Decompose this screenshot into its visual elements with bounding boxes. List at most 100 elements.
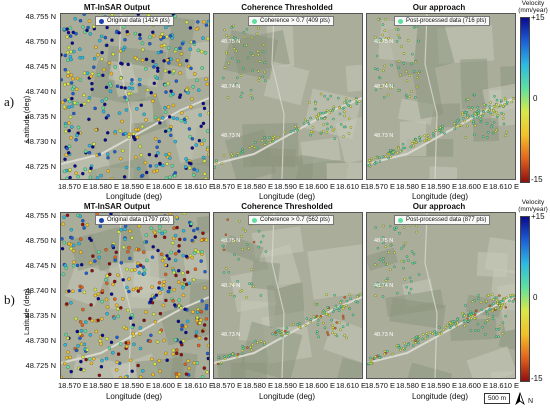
colorbar-title-a: Velocity (mm/year) <box>518 0 548 14</box>
x-tick: 18.600 E <box>304 381 336 390</box>
x-tick: 18.600 E <box>457 182 489 191</box>
x-tick: 18.580 E <box>242 381 274 390</box>
x-tick: 18.570 E <box>57 381 89 390</box>
row-label-a: a) <box>4 94 15 109</box>
x-tick: 18.600 E <box>457 381 489 390</box>
y-tick: 48.725 N <box>25 162 56 171</box>
x-axis-label: Longitude (deg) <box>411 392 469 401</box>
legend-dot-icon <box>99 18 104 24</box>
x-axis-label: Longitude (deg) <box>411 192 469 201</box>
inner-tick: 48.75 N <box>374 39 394 45</box>
y-tick: 48.745 N <box>25 62 56 71</box>
colorbar-max-label: +15 <box>531 212 545 221</box>
map-panel-mtinsar-b <box>60 212 210 379</box>
colorbar-title-line2: (mm/year) <box>518 206 548 213</box>
inner-tick: 48.73 N <box>221 133 241 139</box>
colorbar-mid-label: 0 <box>533 293 538 302</box>
colorbar-a <box>520 17 530 183</box>
x-tick: 18.610 E <box>183 381 215 390</box>
x-axis-label: Longitude (deg) <box>105 192 163 201</box>
y-tick: 48.745 N <box>25 261 56 270</box>
map-svg <box>214 213 362 378</box>
x-tick: 18.610 E <box>335 182 367 191</box>
north-arrow-svg <box>515 391 525 406</box>
y-tick: 48.755 N <box>25 211 56 220</box>
panel-title-coherence-a: Coherence Thresholded <box>241 3 333 12</box>
y-tick: 48.755 N <box>25 12 56 21</box>
map-panel-coherence-b <box>213 212 363 379</box>
scale-bar: 500 m <box>484 393 510 404</box>
x-tick: 18.590 E <box>120 182 152 191</box>
x-tick: 18.600 E <box>151 381 183 390</box>
legend-dot-icon <box>398 217 403 223</box>
legend-coherence-a: Coherence > 0.7 (409 pts) <box>248 16 334 26</box>
inner-tick: 48.73 N <box>374 133 394 139</box>
north-label: N <box>528 398 534 405</box>
map-svg <box>367 213 515 378</box>
legend-text: Coherence > 0.7 (562 pts) <box>260 217 330 223</box>
y-tick: 48.725 N <box>25 361 56 370</box>
x-tick: 18.580 E <box>88 182 120 191</box>
map-svg <box>61 213 209 378</box>
colorbar-title-b: Velocity (mm/year) <box>518 199 548 213</box>
legend-coherence-b: Coherence > 0.7 (562 pts) <box>248 215 334 225</box>
map-panel-coherence-a <box>213 13 363 180</box>
map-panel-approach-b <box>366 212 516 379</box>
legend-text: Coherence > 0.7 (409 pts) <box>260 18 330 24</box>
x-axis-label: Longitude (deg) <box>258 192 316 201</box>
map-svg <box>61 14 209 179</box>
legend-dot-icon <box>99 217 104 223</box>
colorbar-title-line2: (mm/year) <box>518 7 548 14</box>
colorbar-title-line1: Velocity <box>521 0 545 7</box>
y-tick: 48.735 N <box>25 112 56 121</box>
y-tick: 48.750 N <box>25 37 56 46</box>
colorbar-min-label: -15 <box>531 374 543 383</box>
x-tick: 18.570 E <box>364 182 396 191</box>
north-arrow-icon <box>513 391 527 406</box>
legend-dot-icon <box>252 217 257 223</box>
x-tick: 18.590 E <box>120 381 152 390</box>
y-tick: 48.735 N <box>25 311 56 320</box>
x-tick: 18.570 E <box>211 182 243 191</box>
inner-tick: 48.74 N <box>374 283 394 289</box>
x-tick: 18.570 E <box>364 381 396 390</box>
x-tick: 18.610 E <box>335 381 367 390</box>
inner-tick: 48.73 N <box>374 332 394 338</box>
legend-original-b: Original data (1797 pts) <box>95 215 174 225</box>
x-tick: 18.570 E <box>57 182 89 191</box>
panel-title-coherence-b: Coherence Thresholded <box>241 202 333 211</box>
x-tick: 18.580 E <box>242 182 274 191</box>
map-svg <box>367 14 515 179</box>
x-tick: 18.580 E <box>395 381 427 390</box>
y-tick: 48.740 N <box>25 286 56 295</box>
x-tick: 18.590 E <box>426 381 458 390</box>
inner-tick: 48.74 N <box>221 84 241 90</box>
legend-original-a: Original data (1424 pts) <box>95 16 174 26</box>
panel-title-approach-a: Our approach <box>412 3 466 12</box>
panel-title-mtinsar-a: MT-InSAR Output <box>83 3 151 12</box>
map-panel-mtinsar-a <box>60 13 210 180</box>
x-tick: 18.600 E <box>304 182 336 191</box>
inner-tick: 48.75 N <box>374 238 394 244</box>
y-tick: 48.750 N <box>25 236 56 245</box>
inner-tick: 48.75 N <box>221 39 241 45</box>
legend-text: Original data (1797 pts) <box>107 217 170 223</box>
y-tick: 48.730 N <box>25 137 56 146</box>
y-tick: 48.730 N <box>25 336 56 345</box>
x-tick: 18.610 E <box>488 381 520 390</box>
x-tick: 18.580 E <box>395 182 427 191</box>
inner-tick: 48.73 N <box>221 332 241 338</box>
colorbar-max-label: +15 <box>531 13 545 22</box>
map-panel-approach-a <box>366 13 516 180</box>
inner-tick: 48.74 N <box>221 283 241 289</box>
x-tick: 18.600 E <box>151 182 183 191</box>
panel-title-mtinsar-b: MT-InSAR Output <box>83 202 151 211</box>
row-label-b: b) <box>4 292 15 307</box>
x-tick: 18.570 E <box>211 381 243 390</box>
inner-tick: 48.75 N <box>221 238 241 244</box>
map-svg <box>214 14 362 179</box>
legend-text: Original data (1424 pts) <box>107 18 170 24</box>
inner-tick: 48.74 N <box>374 84 394 90</box>
x-tick: 18.590 E <box>426 182 458 191</box>
legend-approach-b: Post-processed data (877 pts) <box>394 215 491 225</box>
